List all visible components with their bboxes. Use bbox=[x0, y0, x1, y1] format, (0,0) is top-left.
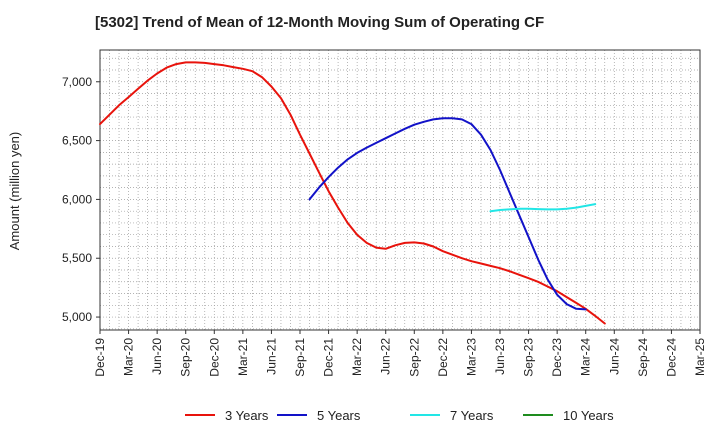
plot-frame bbox=[99, 49, 701, 331]
legend-label-10-years: 10 Years bbox=[563, 408, 614, 423]
x-tick-label: Dec-19 bbox=[93, 338, 107, 377]
y-tick-label: 5,500 bbox=[62, 251, 92, 265]
x-tick-label: Jun-22 bbox=[379, 338, 393, 375]
x-tick-label: Sep-24 bbox=[636, 338, 650, 377]
legend-label-7-years: 7 Years bbox=[450, 408, 494, 423]
x-tick-label: Dec-24 bbox=[664, 338, 678, 377]
y-axis-label: Amount (million yen) bbox=[7, 132, 22, 251]
series-line-3-years bbox=[99, 61, 606, 325]
x-tick-label: Jun-21 bbox=[264, 338, 278, 375]
x-tick-label: Dec-23 bbox=[550, 338, 564, 377]
x-tick-label: Jun-23 bbox=[493, 338, 507, 375]
y-tick-label: 5,000 bbox=[62, 310, 92, 324]
y-tick-label: 6,000 bbox=[62, 192, 92, 206]
x-tick-label: Jun-20 bbox=[150, 338, 164, 375]
x-tick-label: Mar-21 bbox=[236, 338, 250, 376]
y-tick-label: 7,000 bbox=[62, 75, 92, 89]
series-line-7-years bbox=[489, 203, 597, 213]
y-tick-label: 6,500 bbox=[62, 134, 92, 148]
x-tick-label: Dec-22 bbox=[436, 338, 450, 377]
x-tick-label: Mar-22 bbox=[350, 338, 364, 376]
x-tick-label: Sep-22 bbox=[407, 338, 421, 377]
x-tick-label: Mar-24 bbox=[579, 338, 593, 376]
x-tick-label: Sep-23 bbox=[522, 338, 536, 377]
legend-label-3-years: 3 Years bbox=[225, 408, 269, 423]
plot-background bbox=[100, 50, 700, 330]
x-tick-label: Mar-25 bbox=[693, 338, 707, 376]
series-line-5-years bbox=[308, 117, 587, 311]
x-tick-label: Jun-24 bbox=[607, 338, 621, 375]
x-tick-label: Mar-20 bbox=[122, 338, 136, 376]
x-tick-label: Dec-21 bbox=[322, 338, 336, 377]
x-tick-label: Dec-20 bbox=[207, 338, 221, 377]
x-tick-label: Sep-21 bbox=[293, 338, 307, 377]
x-tick-label: Sep-20 bbox=[179, 338, 193, 377]
x-tick-label: Mar-23 bbox=[464, 338, 478, 376]
legend: 3 Years 5 Years 7 Years 10 Years bbox=[185, 408, 614, 423]
legend-label-5-years: 5 Years bbox=[317, 408, 361, 423]
chart-title: [5302] Trend of Mean of 12-Month Moving … bbox=[95, 14, 544, 31]
